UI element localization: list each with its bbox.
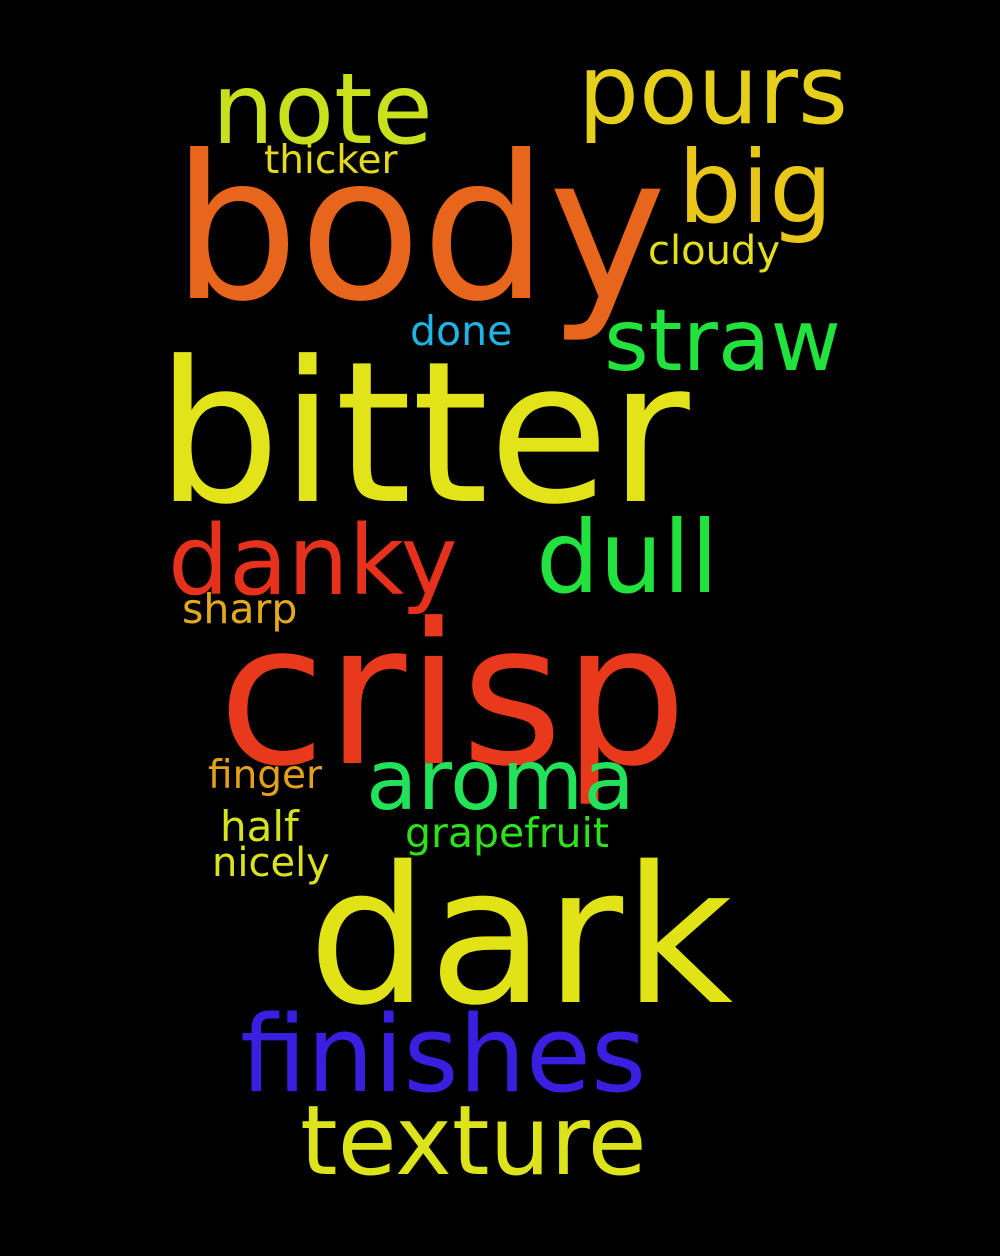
word-cloudy: cloudy (648, 228, 780, 274)
word-done: done (410, 307, 513, 355)
word-body: body (172, 113, 667, 346)
word-half: half (220, 802, 299, 851)
word-crisp: crisp (218, 582, 688, 810)
word-pours: pours (578, 34, 848, 146)
word-finger: finger (208, 753, 323, 798)
word-sharp: sharp (182, 585, 298, 633)
word-aroma: aroma (366, 731, 635, 829)
word-nicely: nicely (212, 840, 330, 886)
word-texture: texture (300, 1085, 647, 1197)
word-straw: straw (604, 291, 841, 391)
word-thicker: thicker (264, 138, 398, 183)
word-finishes: finishes (240, 993, 647, 1116)
word-dark: dark (308, 826, 734, 1047)
word-danky: danky (168, 505, 458, 617)
word-dull: dull (536, 499, 719, 616)
word-bitter: bitter (156, 320, 690, 548)
word-note: note (212, 53, 433, 167)
word-big: big (678, 129, 833, 246)
word-grapefruit: grapefruit (405, 809, 609, 857)
